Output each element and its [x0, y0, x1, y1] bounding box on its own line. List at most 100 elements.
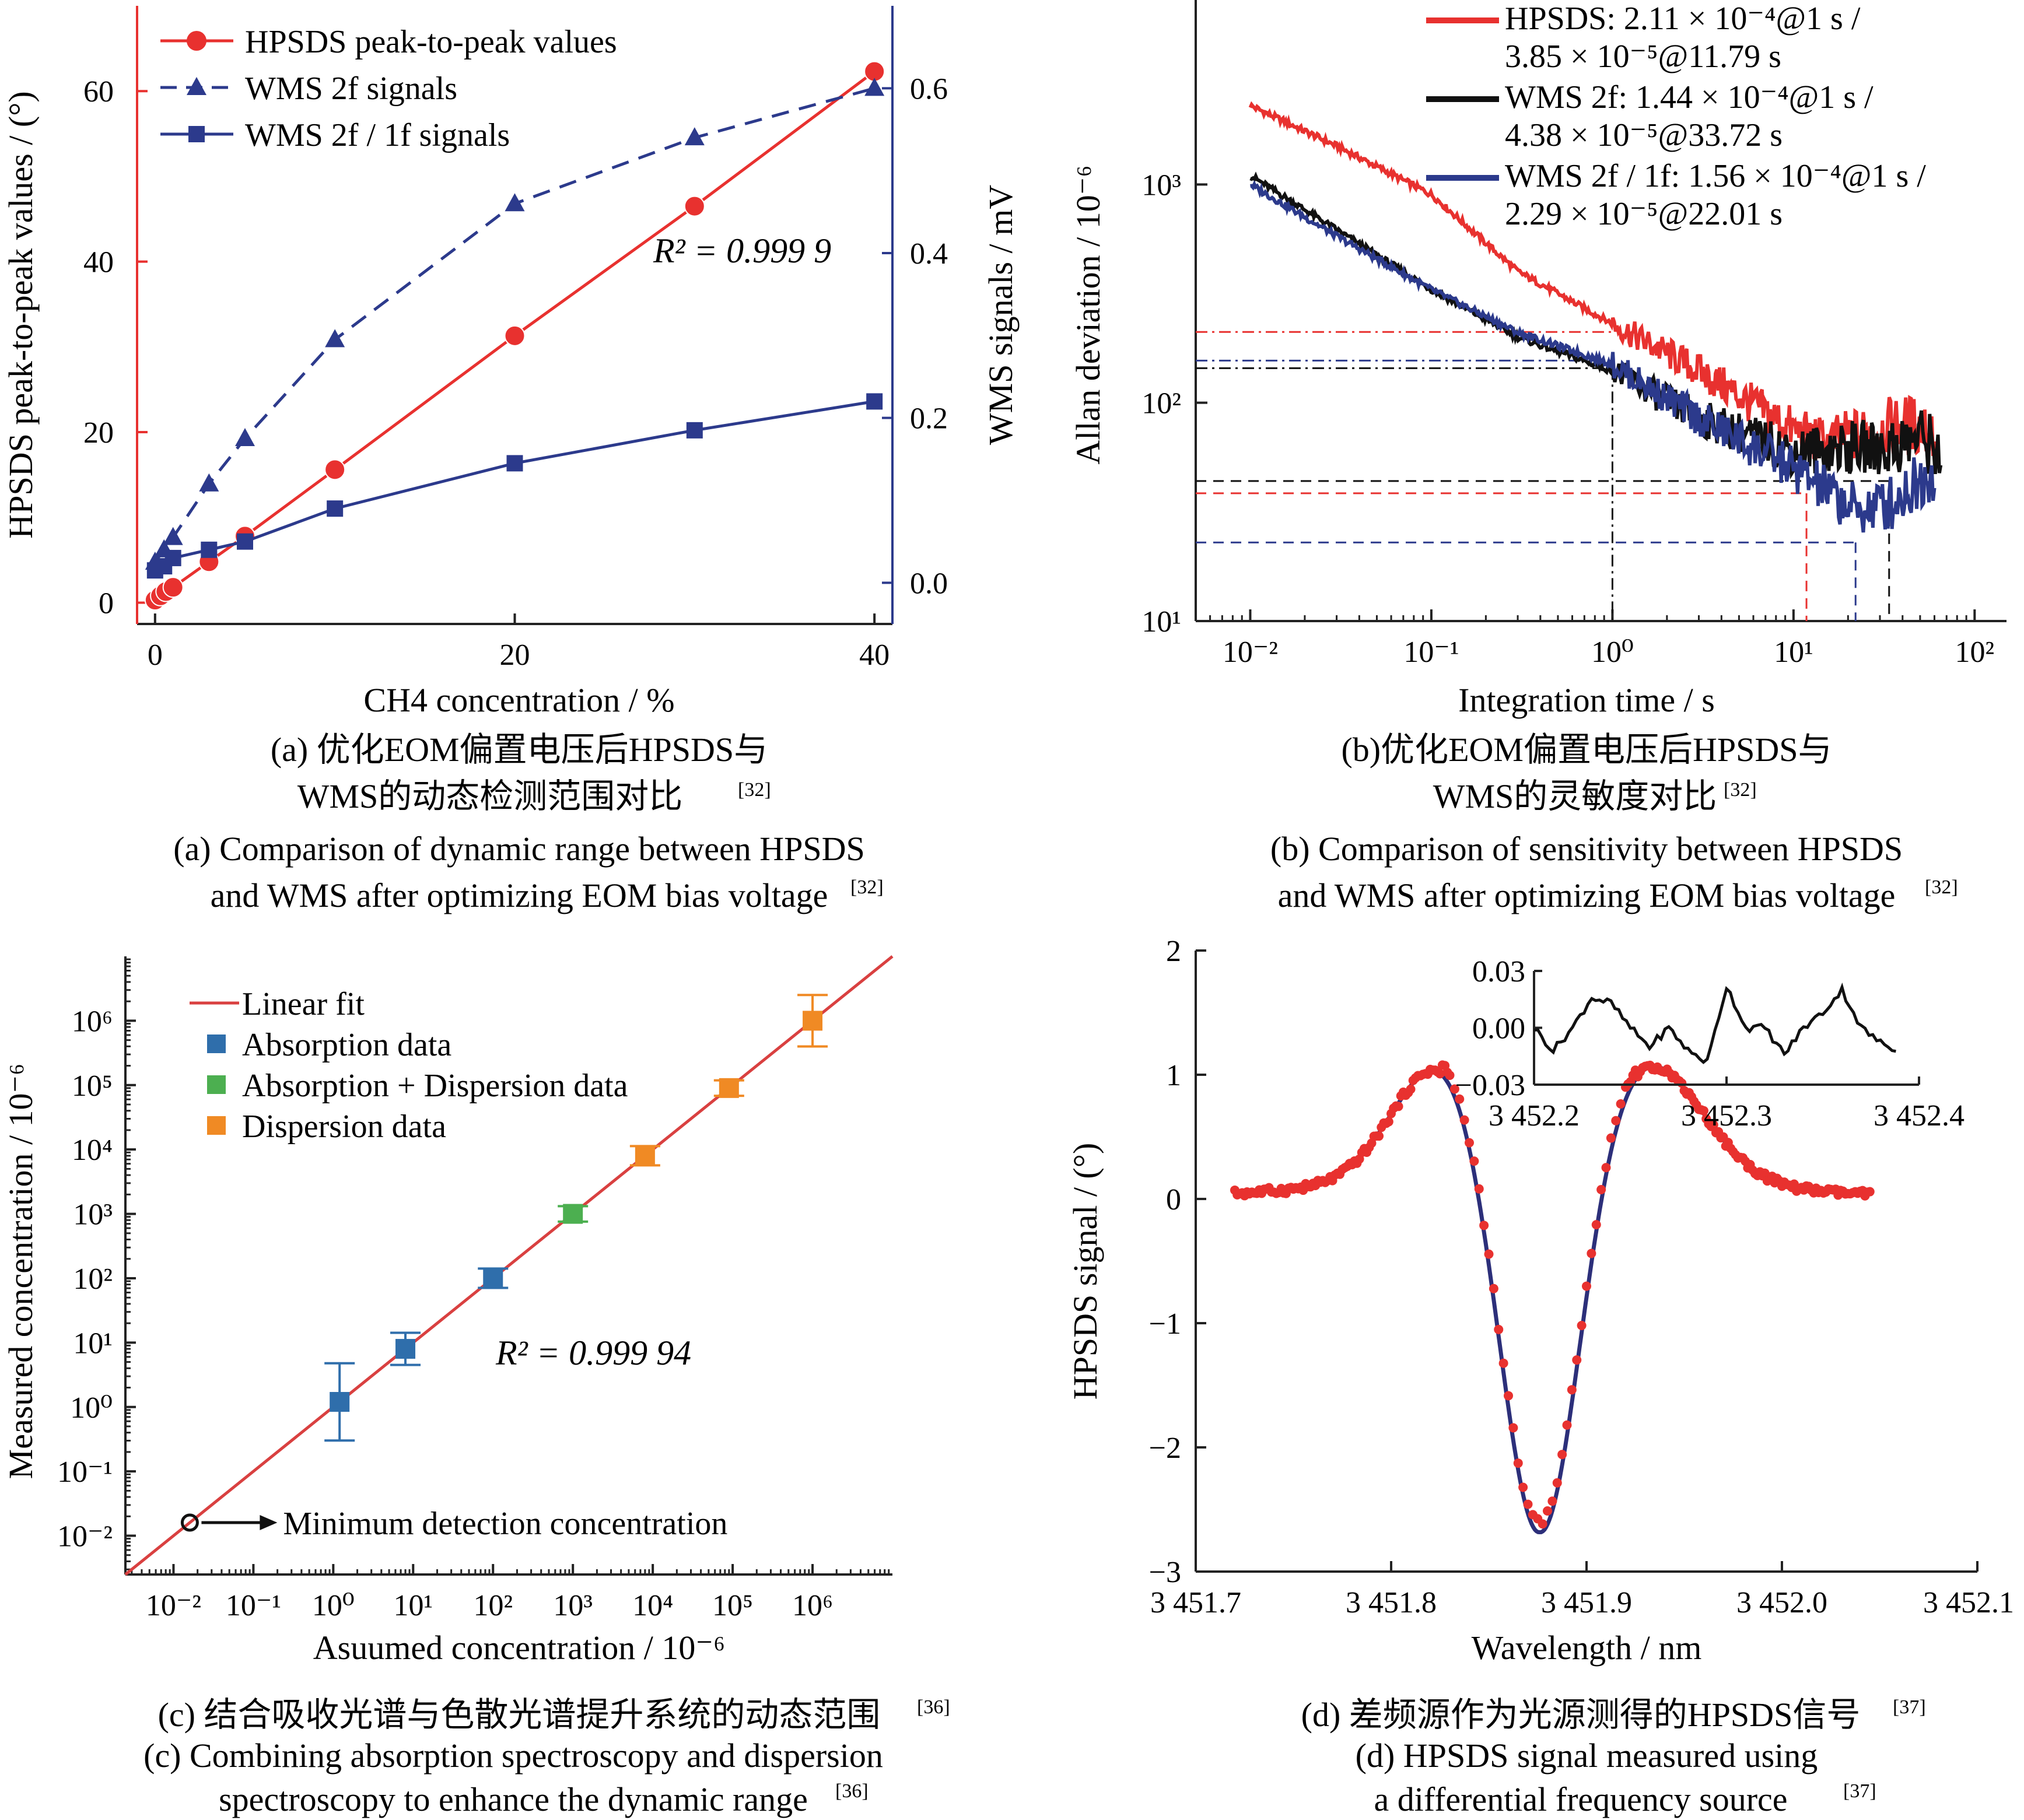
caption-c-cn: (c) 结合吸收光谱与色散光谱提升系统的动态范围	[158, 1696, 881, 1734]
measured-point	[1587, 1249, 1596, 1258]
legend-marker	[187, 31, 206, 51]
wms-2f-point	[505, 193, 525, 212]
caption-c-en-1: (c) Combining absorption spectroscopy an…	[143, 1737, 883, 1775]
legend-label-2-line1: WMS 2f / 1f: 1.56 × 10⁻⁴@1 s /	[1505, 158, 1926, 194]
measured-point	[1699, 1106, 1708, 1116]
measured-point	[1489, 1284, 1498, 1293]
y-left-tick-label: 60	[83, 75, 114, 108]
measured-point	[1543, 1506, 1552, 1516]
measured-point	[1445, 1070, 1455, 1080]
measured-point	[1616, 1099, 1626, 1109]
wms-2f1f-point	[164, 549, 181, 566]
x-tick-label: 3 451.7	[1150, 1586, 1241, 1619]
legend-marker	[187, 77, 206, 95]
x-axis-label: Asuumed concentration / 10⁻⁶	[313, 1629, 725, 1667]
measured-point	[1547, 1496, 1557, 1506]
caption-a-cn-1: (a) 优化EOM偏置电压后HPSDS与	[271, 731, 768, 769]
caption-b-en-1: (b) Comparison of sensitivity between HP…	[1270, 830, 1903, 868]
measured-point	[1513, 1458, 1523, 1468]
measured-point	[1708, 1120, 1718, 1130]
measured-point	[1498, 1358, 1508, 1368]
caption-c-en-ref: [36]	[835, 1780, 869, 1802]
y-tick-label: −2	[1149, 1432, 1181, 1465]
measured-point	[1557, 1450, 1567, 1460]
caption-a-en-2: and WMS after optimizing EOM bias voltag…	[211, 876, 828, 914]
measured-point	[1591, 1220, 1601, 1230]
arrow-head	[260, 1515, 278, 1531]
measured-point	[1435, 1069, 1445, 1079]
wms-2f-point	[199, 473, 219, 492]
caption-b-cn-2: WMS的灵敏度对比	[1433, 777, 1717, 815]
legend-marker-1	[207, 1035, 226, 1053]
y-left-tick-label: 20	[83, 416, 114, 450]
y-tick-label: 10⁴	[72, 1134, 113, 1167]
data-point-0	[483, 1268, 503, 1288]
series-line-2	[154, 399, 875, 572]
legend-label-1-line1: WMS 2f: 1.44 × 10⁻⁴@1 s /	[1505, 79, 1874, 115]
x-tick-label: 10⁶	[792, 1589, 833, 1622]
allan-curve-2	[1250, 180, 1937, 533]
legend-marker-3	[207, 1116, 226, 1135]
y-tick-label: 10⁻¹	[57, 1456, 113, 1489]
y-left-axis-label: HPSDS peak-to-peak values / (°)	[2, 91, 40, 538]
caption-b-en-2: and WMS after optimizing EOM bias voltag…	[1278, 876, 1896, 914]
measured-point	[1572, 1355, 1582, 1365]
caption-b-en-ref: [32]	[1925, 876, 1958, 898]
measured-point	[1508, 1423, 1518, 1433]
legend-label-0: HPSDS peak-to-peak values	[245, 24, 617, 60]
hpsds-point	[162, 577, 184, 598]
y-right-tick-label: 0.4	[910, 237, 948, 271]
measured-point	[1518, 1482, 1528, 1492]
y-tick-label: 10⁻²	[57, 1520, 113, 1554]
caption-a-en-ref: [32]	[850, 876, 884, 898]
x-tick-label: 10⁴	[632, 1589, 673, 1622]
y-right-tick-label: 0.6	[910, 72, 948, 106]
measured-point	[1567, 1385, 1577, 1395]
y-tick-label: 0	[1166, 1183, 1181, 1216]
legend-label-2: WMS 2f / 1f signals	[245, 117, 510, 153]
wms-2f1f-point	[866, 393, 883, 410]
measured-point	[1406, 1084, 1416, 1094]
y-tick-label: −3	[1149, 1556, 1181, 1589]
measured-point	[1449, 1084, 1459, 1094]
y-tick-label: 10¹	[1141, 605, 1181, 639]
wms-2f1f-point	[327, 500, 344, 517]
hpsds-point	[684, 195, 705, 217]
wms-2f1f-point	[201, 541, 218, 558]
wms-2f1f-point	[686, 422, 703, 439]
y-axis-label: Measured concentration / 10⁻⁶	[2, 1064, 40, 1479]
measured-point	[1459, 1115, 1469, 1125]
x-tick-label: 10⁰	[1591, 636, 1634, 669]
inset-y-tick-label: −0.03	[1455, 1069, 1525, 1102]
legend-label-1: WMS 2f signals	[245, 71, 457, 107]
inset-x-tick-label: 3 452.2	[1489, 1099, 1580, 1132]
x-tick-label: 10⁵	[712, 1589, 753, 1622]
y-left-tick-label: 40	[83, 246, 114, 279]
measured-point	[1469, 1156, 1479, 1166]
y-left-tick-label: 0	[99, 587, 114, 620]
inset-curve	[1533, 982, 1896, 1064]
x-tick-label: 10¹	[394, 1589, 433, 1622]
measured-point	[1606, 1133, 1616, 1143]
measured-point	[1484, 1249, 1494, 1259]
legend-label-1: Absorption data	[242, 1027, 451, 1063]
data-point-2	[635, 1145, 655, 1166]
y-tick-label: −1	[1149, 1307, 1181, 1341]
x-tick-label: 10⁻²	[146, 1589, 201, 1622]
x-tick-label: 40	[859, 639, 890, 672]
y-tick-label: 10³	[1141, 169, 1181, 202]
legend-label-0-line1: HPSDS: 2.11 × 10⁻⁴@1 s /	[1505, 1, 1861, 37]
x-tick-label: 10⁻¹	[1403, 636, 1459, 669]
data-point-0	[395, 1339, 416, 1359]
caption-d-cn: (d) 差频源作为光源测得的HPSDS信号	[1301, 1696, 1861, 1734]
y-tick-label: 10⁵	[72, 1069, 113, 1103]
measured-point	[1384, 1117, 1393, 1127]
y-axis-label: HPSDS signal / (°)	[1066, 1143, 1104, 1400]
data-point-2	[803, 1011, 823, 1031]
x-tick-label: 10⁻²	[1223, 636, 1278, 669]
legend-label-2-line2: 2.29 × 10⁻⁵@22.01 s	[1505, 196, 1783, 232]
legend-label-3: Dispersion data	[242, 1109, 446, 1145]
hpsds-point	[504, 325, 526, 346]
caption-d-ref: [37]	[1893, 1696, 1926, 1718]
